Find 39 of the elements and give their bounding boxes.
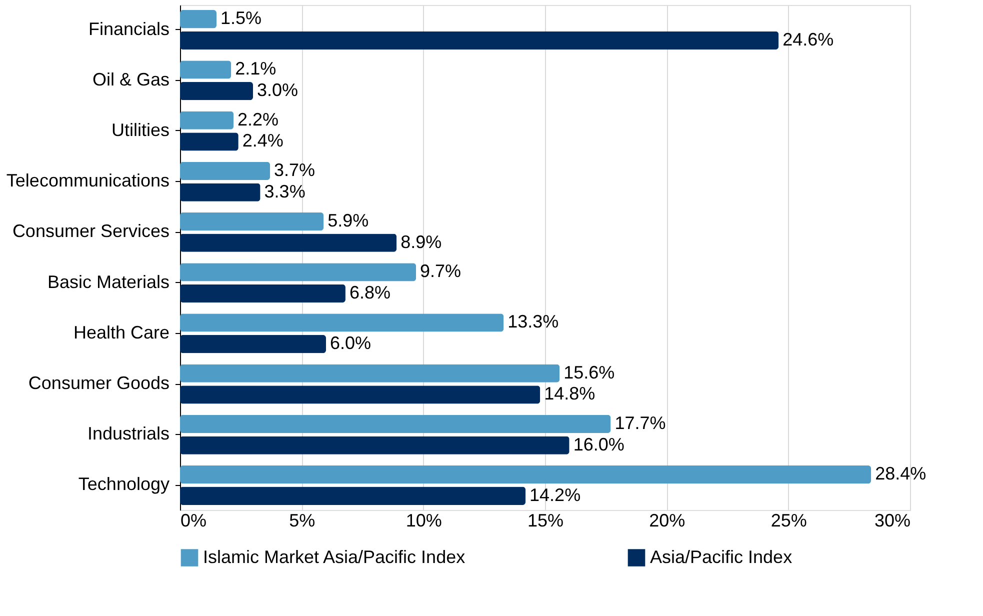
data-label: 2.2% bbox=[238, 109, 279, 130]
y-tick-label: Industrials bbox=[87, 424, 170, 444]
data-label: 2.4% bbox=[242, 130, 284, 151]
data-label: 5.9% bbox=[328, 210, 369, 231]
y-tick-label: Technology bbox=[78, 474, 170, 494]
data-label: 13.3% bbox=[508, 312, 559, 332]
y-tick-label: Financials bbox=[88, 18, 170, 39]
x-tick-label: 5% bbox=[289, 510, 316, 530]
data-label: 15.6% bbox=[564, 362, 615, 382]
data-label: 3.0% bbox=[257, 80, 298, 100]
y-tick-label: Health Care bbox=[73, 322, 170, 342]
data-label: 8.9% bbox=[400, 232, 442, 252]
x-tick-label: 10% bbox=[406, 510, 442, 530]
y-tick-label: Oil & Gas bbox=[92, 69, 170, 90]
x-tick-label: 0% bbox=[180, 510, 207, 530]
x-tick-label: 30% bbox=[874, 510, 910, 530]
y-tick-label: Telecommunications bbox=[6, 170, 170, 191]
legend-label: Islamic Market Asia/Pacific Index bbox=[203, 546, 466, 567]
x-tick-label: 20% bbox=[649, 510, 686, 530]
y-tick-label: Basic Materials bbox=[47, 272, 170, 292]
data-label: 24.6% bbox=[782, 29, 834, 50]
data-label: 14.2% bbox=[530, 484, 581, 505]
data-label: 16.0% bbox=[573, 434, 624, 454]
x-tick-label: 15% bbox=[527, 510, 564, 530]
data-label: 9.7% bbox=[420, 261, 462, 282]
data-label: 14.8% bbox=[544, 384, 596, 404]
y-tick-label: Utilities bbox=[111, 120, 170, 140]
data-label: 17.7% bbox=[614, 412, 666, 433]
data-label: 6.8% bbox=[349, 282, 390, 302]
legend-label: Asia/Pacific Index bbox=[650, 546, 792, 567]
y-tick-label: Consumer Goods bbox=[28, 373, 170, 394]
y-tick-label: Consumer Services bbox=[12, 221, 170, 242]
data-label: 6.0% bbox=[330, 333, 372, 354]
data-label: 28.4% bbox=[875, 464, 926, 484]
data-label: 3.3% bbox=[264, 181, 306, 202]
x-tick-label: 25% bbox=[770, 510, 807, 530]
data-label: 3.7% bbox=[274, 160, 316, 180]
data-label: 2.1% bbox=[235, 58, 276, 79]
data-label: 1.5% bbox=[220, 8, 262, 28]
